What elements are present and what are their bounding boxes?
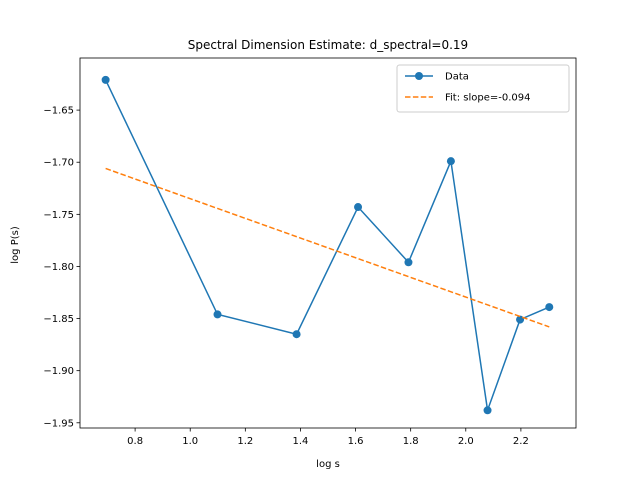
x-tick-label: 2.0 — [458, 436, 474, 447]
y-tick-label: −1.75 — [43, 210, 74, 221]
y-tick-label: −1.90 — [43, 366, 74, 377]
plot-area — [79, 57, 577, 429]
legend-marker — [415, 72, 423, 80]
x-tick-label: 1.8 — [403, 436, 419, 447]
x-tick-label: 0.8 — [127, 436, 143, 447]
y-tick-label: −1.85 — [43, 314, 74, 325]
legend-label: Data — [445, 72, 469, 83]
x-axis-ticks: 0.8 1.0 1.2 1.4 1.6 1.8 2.0 2.2 — [127, 428, 529, 447]
data-point — [292, 330, 301, 339]
data-point — [354, 203, 363, 212]
legend: Data Fit: slope=-0.094 — [396, 64, 570, 113]
x-tick-label: 1.0 — [182, 436, 198, 447]
y-axis-label: log P(s) — [10, 226, 21, 264]
x-tick-label: 1.2 — [237, 436, 253, 447]
y-tick-label: −1.65 — [43, 106, 74, 117]
chart-title: Spectral Dimension Estimate: d_spectral=… — [188, 38, 468, 52]
data-point — [404, 258, 413, 267]
data-point — [446, 157, 455, 166]
data-point — [545, 303, 554, 312]
x-tick-label: 1.4 — [292, 436, 308, 447]
data-point — [213, 310, 222, 319]
x-tick-label: 2.2 — [513, 436, 529, 447]
y-tick-label: −1.95 — [43, 418, 74, 429]
series-fit-line — [105, 167, 550, 328]
y-axis-ticks: −1.65 −1.70 −1.75 −1.80 −1.85 −1.90 −1.95 — [43, 106, 80, 429]
data-point — [483, 406, 492, 415]
plot-frame — [79, 57, 577, 429]
legend-box — [396, 64, 570, 113]
y-tick-label: −1.70 — [43, 158, 74, 169]
x-axis-label: log s — [316, 459, 340, 470]
data-point — [101, 75, 110, 84]
x-tick-label: 1.6 — [348, 436, 364, 447]
y-tick-label: −1.80 — [43, 262, 74, 273]
legend-label: Fit: slope=-0.094 — [445, 93, 531, 104]
data-point — [516, 315, 525, 324]
